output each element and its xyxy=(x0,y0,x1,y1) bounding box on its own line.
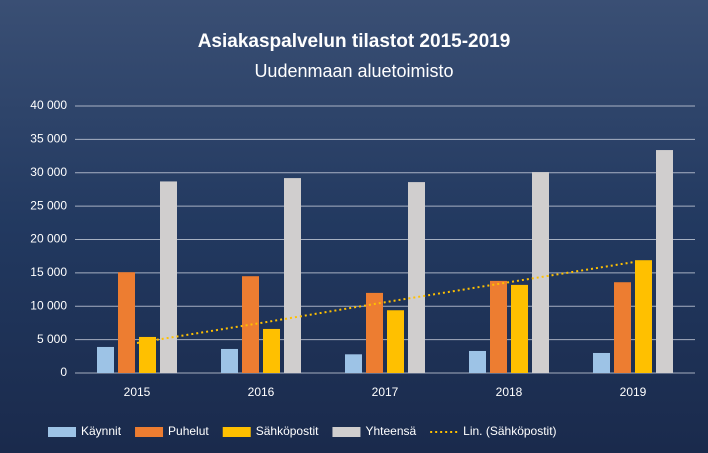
bar xyxy=(345,354,362,373)
bar xyxy=(593,353,610,373)
chart-title: Asiakaspalvelun tilastot 2015-2019 xyxy=(198,31,511,52)
bar xyxy=(387,310,404,373)
legend-swatch xyxy=(223,427,251,437)
bar xyxy=(97,347,114,373)
y-tick-label: 35 000 xyxy=(30,132,67,146)
legend-label: Puhelut xyxy=(168,424,209,438)
bar xyxy=(408,182,425,373)
x-tick-label: 2017 xyxy=(372,385,399,399)
y-tick-label: 30 000 xyxy=(30,165,67,179)
legend-swatch xyxy=(332,427,360,437)
y-tick-label: 40 000 xyxy=(30,98,67,112)
bar xyxy=(490,281,507,373)
y-tick-label: 0 xyxy=(60,365,67,379)
legend-label: Lin. (Sähköpostit) xyxy=(463,424,556,438)
y-tick-label: 25 000 xyxy=(30,198,67,212)
bar xyxy=(614,282,631,373)
y-tick-label: 15 000 xyxy=(30,265,67,279)
x-tick-label: 2016 xyxy=(248,385,275,399)
bar xyxy=(160,181,177,373)
x-tick-label: 2018 xyxy=(496,385,523,399)
bar xyxy=(139,337,156,373)
legend-label: Käynnit xyxy=(81,424,122,438)
y-tick-label: 5 000 xyxy=(37,332,67,346)
y-tick-label: 20 000 xyxy=(30,232,67,246)
legend-label: Sähköpostit xyxy=(256,424,319,438)
bar xyxy=(221,349,238,373)
chart: Asiakaspalvelun tilastot 2015-2019 Uuden… xyxy=(0,0,708,453)
bar xyxy=(118,272,135,373)
legend-swatch xyxy=(135,427,163,437)
bar xyxy=(532,172,549,373)
legend-swatch xyxy=(48,427,76,437)
bar xyxy=(469,351,486,373)
x-tick-label: 2015 xyxy=(124,385,151,399)
y-tick-label: 10 000 xyxy=(30,298,67,312)
bar xyxy=(284,178,301,373)
legend-label: Yhteensä xyxy=(365,424,416,438)
bar xyxy=(635,260,652,373)
bar xyxy=(511,285,528,373)
chart-subtitle: Uudenmaan aluetoimisto xyxy=(254,61,453,81)
bar xyxy=(263,329,280,373)
x-tick-label: 2019 xyxy=(620,385,647,399)
bar xyxy=(656,150,673,373)
